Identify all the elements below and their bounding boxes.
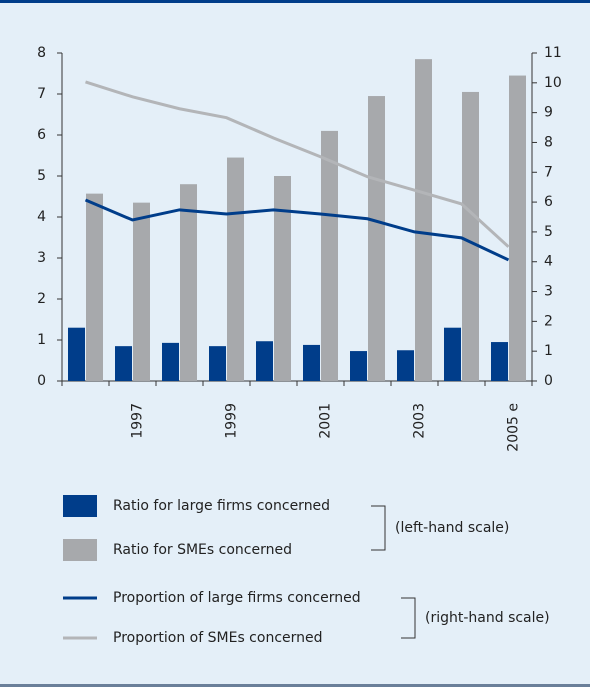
bracket	[401, 597, 416, 639]
bottom-border	[0, 684, 590, 687]
y-tick-label: 1	[37, 332, 46, 348]
legend-label: Proportion of SMEs concerned	[113, 630, 323, 646]
bar	[274, 176, 291, 381]
y2-tick-label: 8	[544, 134, 553, 150]
bar	[462, 91, 479, 381]
bar	[368, 96, 385, 382]
y2-tick-label: 5	[544, 224, 553, 240]
legend-label: Ratio for SMEs concerned	[113, 542, 292, 558]
line	[84, 198, 510, 262]
bar	[415, 59, 432, 382]
y2-tick-label: 7	[544, 164, 553, 180]
y2-tick-label: 4	[544, 254, 553, 270]
y2-tick-label: 3	[544, 284, 553, 300]
bar	[350, 351, 367, 381]
x-tick-label: 2003	[412, 403, 428, 439]
y2-tick-label: 9	[544, 105, 553, 121]
y-tick-label: 3	[37, 250, 46, 266]
y2-tick-label: 6	[544, 194, 553, 210]
bar	[86, 193, 103, 381]
bar	[397, 350, 414, 381]
y2-tick-label: 11	[544, 45, 562, 61]
y-tick-label: 7	[37, 86, 46, 102]
scale-note: (left-hand scale)	[395, 520, 509, 536]
bar	[180, 184, 197, 381]
x-tick-label: 1999	[224, 403, 240, 439]
bar	[133, 202, 150, 381]
line	[85, 80, 510, 248]
y2-tick-label: 1	[544, 343, 553, 359]
legend-label: Proportion of large firms concerned	[113, 590, 361, 606]
bar	[115, 346, 132, 381]
y-tick-label: 2	[37, 291, 46, 307]
y2-tick-label: 2	[544, 313, 553, 329]
legend-label: Ratio for large firms concerned	[113, 498, 330, 514]
bar	[162, 342, 179, 381]
bar	[509, 75, 526, 382]
scale-note: (right-hand scale)	[425, 610, 550, 626]
y-tick-label: 5	[37, 168, 46, 184]
y-tick-label: 4	[37, 209, 46, 225]
bar	[256, 341, 273, 381]
top-border	[0, 0, 590, 3]
y2-tick-label: 0	[544, 373, 553, 389]
bar	[303, 344, 320, 381]
x-tick-label: 1997	[130, 403, 146, 439]
bar	[444, 327, 461, 381]
y2-tick-label: 10	[544, 75, 562, 91]
bracket	[371, 505, 386, 551]
bar	[491, 342, 508, 381]
x-tick-label: 2005 e	[506, 403, 522, 452]
bar	[68, 327, 85, 381]
legend-swatch	[63, 495, 97, 517]
x-tick-label: 2001	[318, 403, 334, 439]
y-tick-label: 6	[37, 127, 46, 143]
legend-swatch	[63, 539, 97, 561]
y-tick-label: 8	[37, 45, 46, 61]
y-tick-label: 0	[37, 373, 46, 389]
bar	[209, 346, 226, 381]
bar	[321, 130, 338, 381]
bar	[227, 157, 244, 381]
